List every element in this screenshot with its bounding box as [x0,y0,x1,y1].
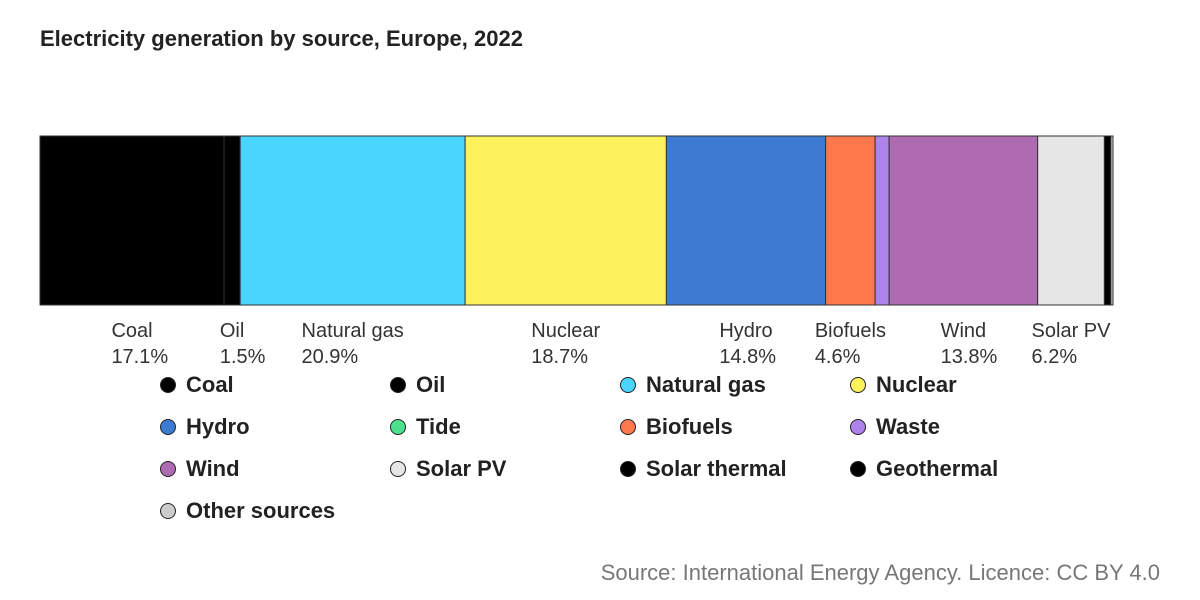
legend-item-other-sources: Other sources [160,490,390,532]
segment-label-oil: Oil [220,320,244,342]
legend-swatch-natural-gas [620,377,636,393]
legend-swatch-hydro [160,419,176,435]
segment-value-biofuels: 4.6% [815,346,861,368]
legend-label-tide: Tide [416,414,461,439]
legend-item-solar-thermal: Solar thermal [620,448,850,490]
legend-swatch-oil [390,377,406,393]
legend-label-other-sources: Other sources [186,498,336,523]
legend-item-solar-pv: Solar PV [390,448,620,490]
bar-segment-other-sources [1110,135,1114,306]
legend-label-biofuels: Biofuels [646,414,733,439]
legend-item-natural-gas: Natural gas [620,364,850,406]
bar-segment-wind [888,135,1039,306]
bar-segment-nuclear [464,135,667,306]
segment-value-hydro: 14.8% [719,346,776,368]
stacked-bar-chart: Coal 17.1% Oil 1.5% Natural gas 20.9% Nuclear 1… [39,135,1114,368]
segment-label-natural-gas: Natural gas [302,320,404,342]
legend-item-wind: Wind [160,448,390,490]
segment-value-solar-pv: 6.2% [1032,346,1078,368]
bar-segments [39,135,1114,306]
bar-segment-hydro [665,135,827,306]
legend-label-coal: Coal [186,372,234,397]
legend-label-wind: Wind [186,456,240,481]
legend-swatch-solar-pv [390,461,406,477]
legend-swatch-tide [390,419,406,435]
source-note: Source: International Energy Agency. Lic… [600,560,1160,585]
legend-swatch-solar-thermal [620,461,636,477]
bar-segment-coal [39,135,225,306]
legend-label-hydro: Hydro [186,414,250,439]
legend-swatch-geothermal [850,461,866,477]
segment-label-nuclear: Nuclear [531,320,600,342]
segment-value-nuclear: 18.7% [531,346,588,368]
bar-segment-solar-pv [1037,135,1105,306]
bar-segment-geothermal [1103,135,1112,306]
bar-segment-natural-gas [239,135,466,306]
legend-item-coal: Coal [160,364,390,406]
legend-item-geothermal: Geothermal [850,448,1080,490]
legend-swatch-other-sources [160,503,176,519]
legend-item-oil: Oil [390,364,620,406]
legend: Coal Oil Natural gas Nuclear Hydro Tide Biofue… [160,364,1080,532]
legend-label-solar-thermal: Solar thermal [646,456,787,481]
segment-label-solar-pv: Solar PV [1032,320,1112,342]
legend-swatch-waste [850,419,866,435]
segment-value-wind: 13.8% [941,346,998,368]
legend-swatch-biofuels [620,419,636,435]
bar-segment-waste [874,135,890,306]
bar-segment-biofuels [825,135,876,306]
segment-value-oil: 1.5% [220,346,266,368]
segment-value-natural-gas: 20.9% [302,346,359,368]
legend-item-tide: Tide [390,406,620,448]
legend-label-nuclear: Nuclear [876,372,957,397]
legend-label-waste: Waste [876,414,940,439]
chart-title: Electricity generation by source, Europe… [40,26,523,51]
legend-swatch-coal [160,377,176,393]
legend-item-biofuels: Biofuels [620,406,850,448]
legend-swatch-nuclear [850,377,866,393]
legend-item-waste: Waste [850,406,1080,448]
segment-labels: Coal 17.1% Oil 1.5% Natural gas 20.9% Nuclear 1… [111,320,1111,368]
bar-segment-oil [223,135,241,306]
legend-label-natural-gas: Natural gas [646,372,766,397]
legend-label-geothermal: Geothermal [876,456,999,481]
legend-item-nuclear: Nuclear [850,364,1080,406]
legend-swatch-wind [160,461,176,477]
segment-label-hydro: Hydro [719,320,772,342]
segment-label-biofuels: Biofuels [815,320,886,342]
segment-label-wind: Wind [941,320,987,342]
legend-label-oil: Oil [416,372,446,397]
segment-value-coal: 17.1% [111,346,168,368]
legend-item-hydro: Hydro [160,406,390,448]
segment-label-coal: Coal [111,320,152,342]
legend-label-solar-pv: Solar PV [416,456,507,481]
